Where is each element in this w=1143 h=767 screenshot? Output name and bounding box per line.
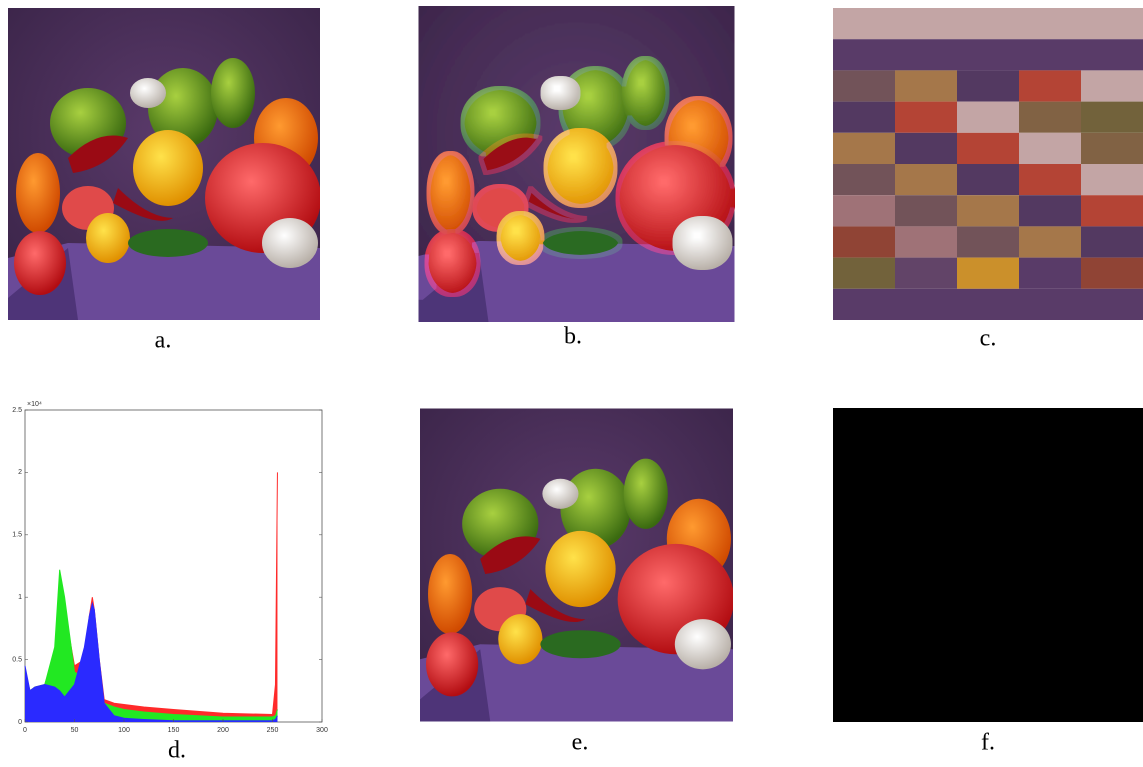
x-tick-label: 100 <box>118 727 130 734</box>
image-block <box>957 195 1019 226</box>
image-block <box>833 39 895 70</box>
image-pixelated <box>421 8 734 320</box>
y-tick-label: 0.5 <box>12 656 22 663</box>
image-block <box>1019 164 1081 195</box>
image-block <box>895 8 957 39</box>
image-decrypted <box>420 409 734 722</box>
image-block <box>957 70 1019 101</box>
y-tick-label: 2.5 <box>12 407 22 414</box>
panel-label: e. <box>572 730 589 756</box>
image-difference <box>833 408 1143 722</box>
panel-label: d. <box>168 738 186 764</box>
y-tick-label: 1.5 <box>12 532 22 539</box>
y-tick-label: 2 <box>18 469 22 476</box>
histogram: 0 50 100 150 200 250 300 0 0.5 1 1.5 2 2.5 ×10⁴ <box>12 401 328 734</box>
image-block <box>1081 102 1143 133</box>
image-block <box>895 258 957 289</box>
panel-label: a. <box>155 328 172 354</box>
image-block <box>833 164 895 195</box>
image-block <box>1081 133 1143 164</box>
image-block <box>1019 102 1081 133</box>
image-block <box>895 70 957 101</box>
image-block <box>833 258 895 289</box>
image-block <box>957 289 1019 320</box>
panel-label: f. <box>981 730 995 756</box>
x-tick-label: 0 <box>23 727 27 734</box>
panel-label: b. <box>564 324 582 350</box>
y-tick-label: 1 <box>18 594 22 601</box>
panel-label: c. <box>980 326 997 352</box>
image-block <box>957 258 1019 289</box>
x-tick-label: 250 <box>267 727 279 734</box>
image-block <box>1081 164 1143 195</box>
image-block <box>833 289 895 320</box>
image-block <box>1081 8 1143 39</box>
image-block <box>895 133 957 164</box>
image-block <box>1081 258 1143 289</box>
image-block <box>1019 70 1081 101</box>
y-tick-label: 0 <box>18 719 22 726</box>
image-block <box>833 102 895 133</box>
image-block <box>1081 226 1143 257</box>
figure: 0 50 100 150 200 250 300 0 0.5 1 1.5 2 2.5 ×10⁴ a. b.… <box>0 0 1143 767</box>
image-block <box>1019 39 1081 70</box>
image-block <box>1019 226 1081 257</box>
image-block <box>1019 8 1081 39</box>
image-block <box>957 39 1019 70</box>
image-block <box>957 226 1019 257</box>
x-tick-label: 300 <box>316 727 328 734</box>
image-block <box>895 289 957 320</box>
image-block <box>957 8 1019 39</box>
image-block <box>1081 70 1143 101</box>
image-block <box>1081 39 1143 70</box>
image-block <box>957 102 1019 133</box>
image-block <box>895 195 957 226</box>
image-block <box>957 133 1019 164</box>
image-block <box>895 102 957 133</box>
x-tick-label: 150 <box>168 727 180 734</box>
image-block <box>833 70 895 101</box>
image-block <box>833 8 895 39</box>
y-scale-label: ×10⁴ <box>27 401 42 408</box>
image-block <box>1081 195 1143 226</box>
figure-canvas: 0 50 100 150 200 250 300 0 0.5 1 1.5 2 2.5 ×10⁴ a. b.… <box>0 0 1143 767</box>
image-block <box>957 164 1019 195</box>
image-block <box>1019 195 1081 226</box>
image-original <box>8 8 321 320</box>
image-block <box>895 226 957 257</box>
image-block <box>895 39 957 70</box>
image-block <box>895 164 957 195</box>
image-block <box>833 195 895 226</box>
x-tick-label: 50 <box>71 727 79 734</box>
image-block <box>1019 258 1081 289</box>
image-scrambled <box>833 8 1143 320</box>
image-block <box>1019 133 1081 164</box>
image-block <box>1019 289 1081 320</box>
image-block <box>1081 289 1143 320</box>
image-block <box>833 133 895 164</box>
x-tick-label: 200 <box>217 727 229 734</box>
image-block <box>833 226 895 257</box>
